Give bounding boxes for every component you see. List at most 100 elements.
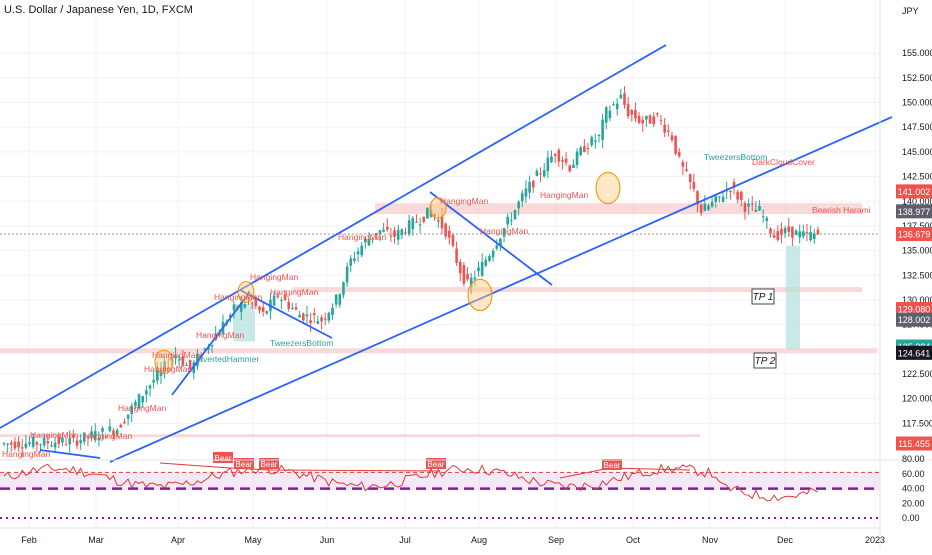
candle-body bbox=[736, 191, 739, 200]
candle-body bbox=[254, 298, 258, 307]
pattern-label: HangingMan bbox=[440, 196, 488, 206]
candle-body bbox=[597, 134, 601, 137]
oscillator-tick-label: 0.00 bbox=[902, 513, 920, 523]
candle-body bbox=[677, 152, 681, 157]
candle-body bbox=[809, 231, 812, 241]
trendlines bbox=[0, 44, 893, 463]
candle-body bbox=[35, 442, 39, 445]
target-label: TP 2 bbox=[755, 356, 776, 367]
pattern-label: HangingMan bbox=[2, 449, 50, 459]
price-tick-label: 137.500 bbox=[902, 221, 932, 231]
price-tick-label: 155.000 bbox=[902, 48, 932, 58]
candle-body bbox=[2, 443, 6, 445]
candle-body bbox=[42, 437, 46, 446]
highlight-circle bbox=[467, 278, 493, 312]
price-tick-label: 122.500 bbox=[902, 369, 932, 379]
support-resistance-zone bbox=[375, 203, 862, 215]
candle-body bbox=[740, 191, 743, 200]
pattern-label: HangingMan bbox=[84, 431, 132, 441]
candle-body bbox=[608, 110, 612, 119]
candle-body bbox=[323, 318, 327, 320]
candle-body bbox=[203, 348, 207, 350]
divergence-badge-label: Bear bbox=[261, 460, 278, 469]
descending-trendline bbox=[239, 289, 333, 339]
candle-body bbox=[61, 437, 64, 443]
candle-body bbox=[473, 277, 477, 280]
descending-trendline bbox=[39, 449, 101, 459]
candle-body bbox=[356, 251, 360, 255]
candle-body bbox=[185, 365, 188, 367]
price-tick-label: 142.500 bbox=[902, 172, 932, 182]
time-tick-label: Jun bbox=[320, 535, 335, 545]
candle-body bbox=[53, 442, 57, 448]
candle-body bbox=[375, 233, 378, 236]
candle-body bbox=[309, 320, 312, 324]
time-tick-label: Apr bbox=[171, 535, 185, 545]
price-tick-label: 147.500 bbox=[902, 122, 932, 132]
price-tick-label: 132.500 bbox=[902, 270, 932, 280]
candle-body bbox=[550, 156, 553, 163]
candle-body bbox=[404, 232, 407, 234]
pattern-label: TweezersBottom bbox=[270, 338, 333, 348]
price-label-box bbox=[896, 302, 932, 317]
candle-body bbox=[787, 226, 791, 232]
candle-body bbox=[261, 307, 265, 312]
candle-body bbox=[583, 146, 586, 152]
candle-body bbox=[6, 443, 9, 445]
candle-body bbox=[393, 230, 396, 237]
descending-trendline bbox=[429, 191, 553, 286]
oscillator-tick-label: 60.00 bbox=[902, 469, 925, 479]
candle-body bbox=[75, 440, 79, 446]
candle-body bbox=[371, 238, 374, 240]
candle-body bbox=[521, 193, 524, 202]
candle-body bbox=[502, 228, 506, 237]
time-tick-label: Oct bbox=[626, 535, 641, 545]
highlight-circle bbox=[154, 349, 174, 375]
grid bbox=[0, 0, 880, 528]
candle-body bbox=[553, 154, 557, 156]
candle-body bbox=[115, 429, 119, 435]
price-label-text: 115.455 bbox=[898, 439, 930, 449]
pattern-label: TweezersBottom bbox=[704, 152, 767, 162]
candle-body bbox=[510, 220, 513, 222]
candle-body bbox=[710, 201, 714, 207]
candle-body bbox=[239, 302, 243, 312]
candle-body bbox=[648, 115, 652, 124]
candle-body bbox=[626, 104, 630, 117]
price-tick-label: 120.000 bbox=[902, 394, 932, 404]
zones bbox=[0, 203, 880, 438]
pattern-label: HangingMan bbox=[144, 364, 192, 374]
candle-body bbox=[411, 218, 415, 229]
candle-body bbox=[243, 304, 247, 308]
candle-body bbox=[119, 424, 123, 428]
candle-body bbox=[177, 359, 181, 361]
candle-body bbox=[495, 245, 499, 249]
candle-body bbox=[342, 282, 345, 295]
price-label-box bbox=[896, 204, 932, 219]
candle-body bbox=[572, 164, 575, 168]
candle-body bbox=[130, 405, 134, 415]
candle-body bbox=[327, 312, 331, 321]
candle-body bbox=[743, 203, 747, 212]
candle-body bbox=[294, 307, 298, 310]
candle-body bbox=[469, 277, 473, 287]
candle-body bbox=[283, 294, 287, 301]
candle-body bbox=[780, 228, 783, 235]
candle-body bbox=[499, 238, 502, 246]
candle-body bbox=[148, 385, 152, 389]
candle-body bbox=[641, 119, 645, 124]
pattern-label: HangingMan bbox=[118, 403, 166, 413]
divergence-badge-label: Bear bbox=[428, 460, 445, 469]
candle-body bbox=[93, 431, 97, 441]
candle-body bbox=[732, 182, 736, 188]
candle-body bbox=[360, 245, 363, 256]
time-tick-label: Nov bbox=[702, 535, 719, 545]
candle-body bbox=[334, 294, 338, 305]
candle-body bbox=[108, 426, 112, 432]
pattern-label: DarkCloudCover bbox=[752, 157, 815, 167]
pattern-label: HangingMan bbox=[214, 292, 262, 302]
annotations: HangingMan HangingMan HangingMan HangingMan… bbox=[2, 152, 871, 459]
candle-body bbox=[145, 390, 148, 395]
candle-body bbox=[272, 295, 276, 306]
